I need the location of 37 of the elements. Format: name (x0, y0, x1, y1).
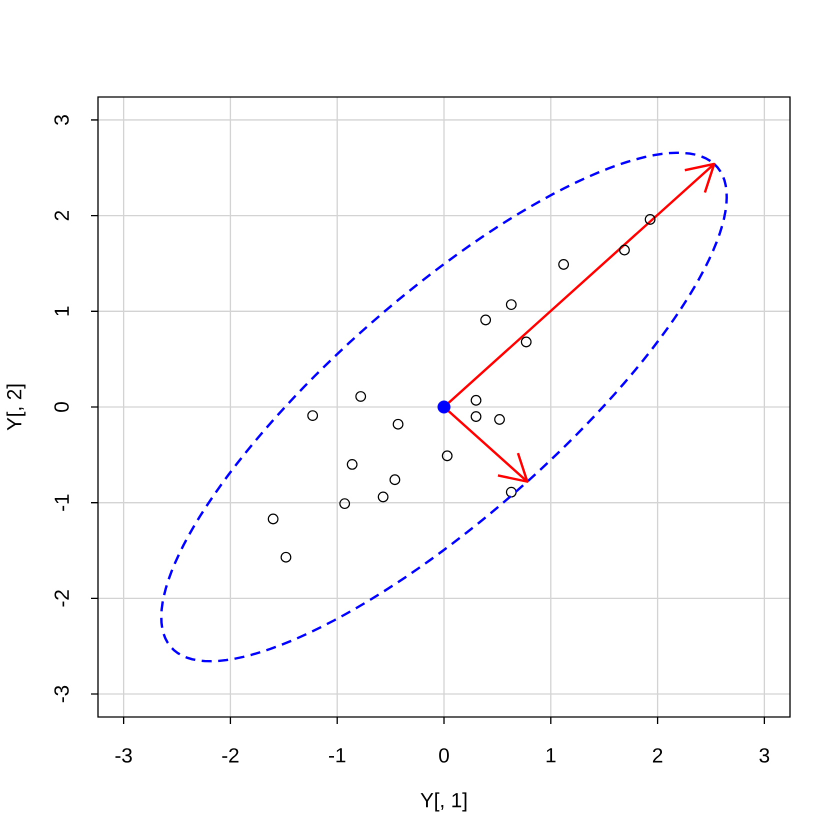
y-tick-label: 2 (54, 210, 69, 220)
point (280, 552, 292, 563)
y-tick-label: 0 (54, 402, 69, 412)
point (268, 514, 279, 524)
point (442, 450, 453, 462)
point (506, 486, 517, 498)
y-tick-label: 3 (54, 115, 69, 125)
point (480, 314, 492, 326)
point (389, 474, 400, 486)
point (378, 492, 389, 502)
y-axis-title: Y[, 2] (6, 384, 26, 430)
point (506, 299, 517, 310)
point (644, 214, 656, 225)
x-tick-label: 0 (439, 748, 449, 763)
point (470, 411, 482, 422)
x-tick-label: 2 (652, 748, 662, 762)
point (392, 418, 404, 430)
x-tick-label: -2 (222, 748, 238, 762)
point (558, 259, 570, 270)
point (438, 400, 450, 414)
point (307, 410, 318, 421)
y-tick-label: -1 (54, 494, 69, 511)
point (339, 498, 350, 510)
x-tick-label: -3 (115, 748, 132, 763)
point (520, 336, 532, 348)
x-tick-label: 3 (759, 748, 770, 763)
point (619, 244, 630, 256)
point (470, 394, 482, 406)
x-axis-title: Y[, 1] (420, 792, 466, 812)
point (346, 459, 358, 470)
x-tick-label: 1 (546, 748, 556, 762)
y-tick-label: -2 (54, 590, 69, 607)
point (494, 414, 505, 425)
y-tick-label: 1 (54, 306, 69, 316)
y-tick-label: -3 (54, 686, 69, 702)
point (355, 391, 366, 402)
x-tick-label: -1 (329, 748, 346, 762)
